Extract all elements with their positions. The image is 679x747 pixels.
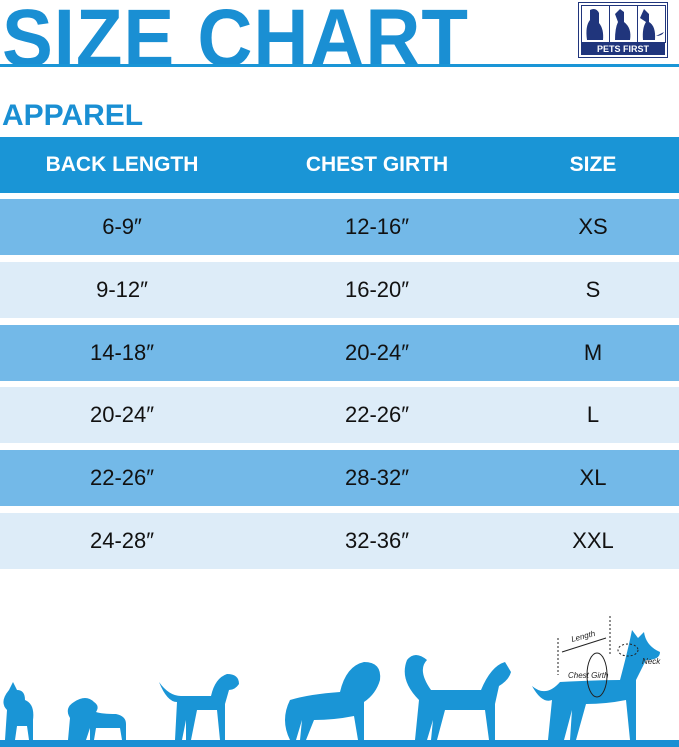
cell-back-length: 14-18″ (89, 339, 155, 365)
dog-xs (3, 682, 34, 740)
cell-chest-girth: 12-16″ (344, 214, 410, 239)
cell-chest-girth: 16-20″ (344, 276, 410, 302)
table-row: 6-9″ 12-16″ XS (0, 199, 679, 255)
table-row: 24-28″ 32-36″ XXL (0, 513, 679, 569)
page-title: SIZE CHART (2, 0, 469, 84)
cell-back-length: 6-9″ (102, 214, 142, 239)
section-title: APPAREL (2, 99, 144, 132)
dog-l (285, 662, 381, 740)
header-chest-girth: CHEST GIRTH (305, 153, 449, 176)
chest-girth-label: Chest Girth (568, 671, 609, 680)
cell-size: L (586, 402, 600, 428)
cell-size: S (585, 276, 601, 302)
neck-label: Neck (642, 657, 661, 666)
pets-first-logo: PETS FIRST (578, 2, 668, 58)
dog-icon (609, 5, 638, 43)
cell-back-length: 22-26″ (89, 465, 155, 491)
header-back-length: BACK LENGTH (45, 153, 199, 176)
cell-size: XXL (572, 528, 614, 553)
ground-line (0, 740, 679, 747)
cell-back-length: 20-24″ (89, 402, 155, 428)
cell-chest-girth: 28-32″ (344, 465, 410, 491)
dog-size-illustration: Length Chest Girth Neck (3, 616, 661, 740)
table-row: 20-24″ 22-26″ L (0, 387, 679, 444)
cell-chest-girth: 32-36″ (344, 528, 410, 553)
dog-icon (581, 5, 610, 43)
cell-chest-girth: 20-24″ (344, 339, 410, 365)
table-row: 22-26″ 28-32″ XL (0, 450, 679, 507)
logo-text: PETS FIRST (581, 43, 665, 55)
table-header: BACK LENGTH CHEST GIRTH SIZE (0, 137, 679, 193)
dog-xl (404, 655, 511, 740)
dog-s (67, 698, 126, 740)
dog-m (159, 674, 239, 740)
table-row: 14-18″ 20-24″ M (0, 324, 679, 381)
cell-size: XS (578, 214, 608, 239)
cell-size: XL (579, 465, 607, 491)
table-row: 9-12″ 16-20″ S (0, 261, 679, 318)
cell-back-length: 24-28″ (89, 528, 155, 553)
header-size: SIZE (569, 153, 617, 176)
divider (0, 64, 679, 67)
length-label: Length (570, 629, 596, 644)
cell-size: M (583, 339, 603, 365)
dog-xxl (532, 630, 660, 740)
dog-icon (637, 5, 666, 43)
cell-back-length: 9-12″ (96, 276, 148, 302)
cell-chest-girth: 22-26″ (344, 402, 410, 428)
